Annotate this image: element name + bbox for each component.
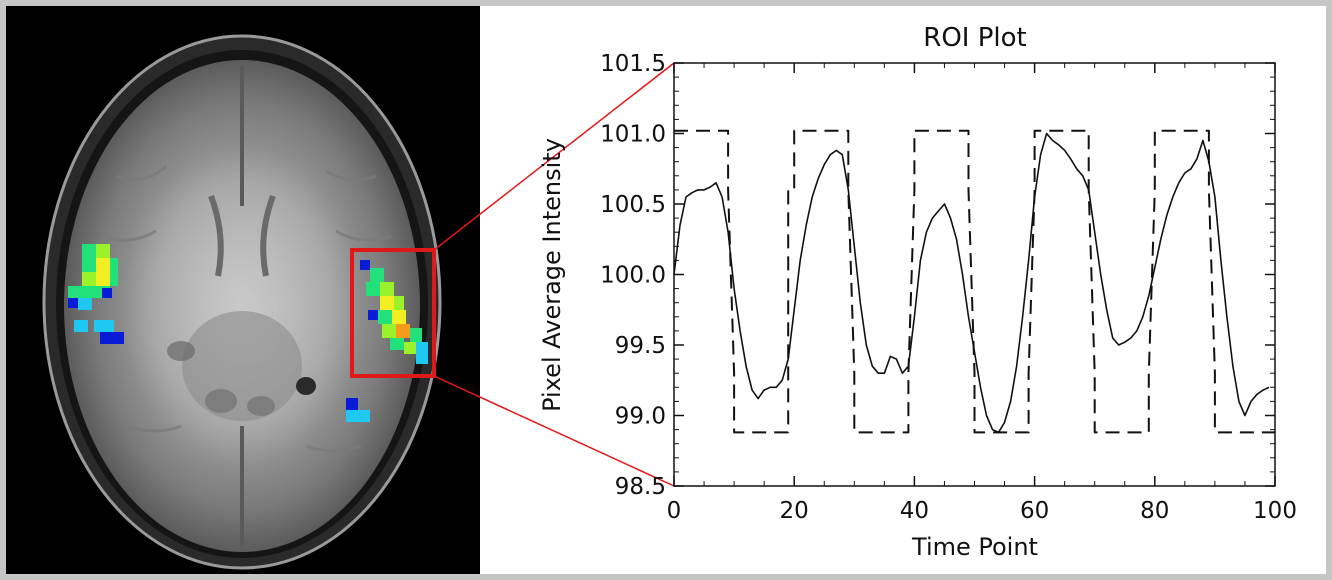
left-activation-cluster — [68, 244, 124, 344]
series-line-solid — [673, 132, 1270, 434]
y-tick-label: 101.0 — [600, 122, 666, 148]
plot-axes-box — [673, 62, 1276, 487]
series-layer — [673, 129, 1275, 434]
x-tick-label: 80 — [1140, 498, 1169, 524]
y-tick-label: 99.0 — [615, 404, 666, 430]
series-line-dashed — [674, 129, 1275, 434]
x-tick-label: 0 — [667, 498, 682, 524]
x-axis-ticks: 0 20 40 60 80 100 — [667, 63, 1297, 524]
brain-scan-image — [42, 34, 442, 570]
right-activation-cluster — [360, 260, 428, 364]
x-tick-label: 60 — [1020, 498, 1049, 524]
connector-line-bottom — [433, 375, 675, 487]
x-axis-title: Time Point — [911, 533, 1038, 561]
lower-activation-cluster — [346, 398, 370, 422]
x-tick-label: 100 — [1253, 498, 1297, 524]
dark-spot — [296, 377, 316, 395]
x-tick-label: 20 — [780, 498, 809, 524]
y-axis-ticks: 98.5 99.0 99.5 100.0 100.5 101.0 101.5 — [600, 51, 1275, 500]
brain-scan-panel — [6, 6, 480, 574]
x-tick-label: 40 — [900, 498, 929, 524]
connector-line-top — [433, 62, 675, 251]
y-tick-label: 100.5 — [600, 192, 666, 218]
y-tick-label: 101.5 — [600, 51, 666, 77]
roi-box — [350, 248, 436, 378]
y-axis-title: Pixel Average Intensity — [538, 138, 566, 412]
y-tick-label: 100.0 — [600, 263, 666, 289]
plot-title: ROI Plot — [923, 23, 1026, 53]
y-tick-label: 99.5 — [615, 333, 666, 359]
y-tick-label: 98.5 — [615, 474, 666, 500]
